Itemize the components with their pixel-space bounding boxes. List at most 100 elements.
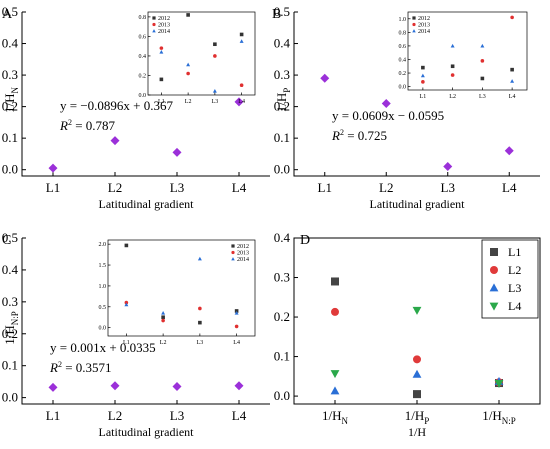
y-tick-label: 0.0: [2, 162, 18, 177]
inset-legend-label: 2013: [237, 251, 249, 257]
inset-x-tick-label: L1: [123, 340, 130, 346]
inset-data-point: [239, 32, 244, 37]
inset-x-tick-label: L1: [158, 99, 165, 105]
inset-legend-label: 2013: [418, 23, 430, 29]
y-tick-label: 0.2: [274, 99, 290, 114]
inset-x-tick-label: L2: [185, 99, 192, 105]
inset-legend-marker: [152, 16, 156, 20]
y-tick-label: 0.4: [2, 262, 19, 277]
data-point: [381, 98, 391, 108]
data-point: [331, 307, 339, 316]
inset-data-point: [198, 320, 202, 325]
legend-label: L3: [508, 281, 521, 295]
inset-data-point: [186, 62, 191, 67]
y-tick-label: 0.3: [2, 294, 18, 309]
inset-data-point: [159, 77, 164, 82]
x-tick-label: L4: [232, 408, 247, 423]
x-tick-label: L4: [232, 180, 247, 195]
legend-marker: [490, 248, 498, 256]
data-point: [413, 355, 421, 364]
inset-data-point: [213, 42, 217, 47]
data-point: [110, 136, 120, 146]
y-axis-label: 1/HN:P: [2, 311, 20, 345]
inset-legend-label: 2012: [418, 16, 430, 22]
inset-data-point: [480, 76, 485, 81]
panel-c: C 0.0 0.1 0.2 0.3 0.4 0.5 L1 L2 L3 L4 Latitudinal g…: [2, 230, 270, 439]
x-tick-label: L2: [379, 180, 393, 195]
inset-x-tick-label: L3: [479, 94, 486, 100]
data-point: [412, 306, 422, 315]
y-axis-label: 1/HP: [274, 88, 292, 113]
inset-data-point: [450, 73, 455, 77]
x-axis-label: Latitudinal gradient: [370, 197, 466, 211]
y-tick-label: 0.5: [2, 4, 18, 19]
y-tick-label: 0.4: [274, 36, 291, 51]
x-tick-label: 1/HP: [405, 408, 430, 426]
inset-data-point: [124, 243, 129, 248]
y-tick-label: 0.3: [274, 270, 290, 285]
inset-legend-marker: [152, 22, 156, 27]
inset-data-point: [161, 310, 166, 315]
x-axis-label: 1/H: [408, 425, 426, 439]
y-tick-label: 0.4: [274, 230, 291, 245]
y-tick-label: 0.4: [2, 36, 19, 51]
data-point: [330, 370, 340, 379]
x-axis-label: Latitudinal gradient: [99, 197, 195, 211]
inset-legend-label: 2013: [158, 23, 170, 29]
inset-data-point: [213, 54, 217, 58]
inset-data-point: [124, 300, 129, 305]
r-squared: R2 = 0.725: [331, 128, 387, 143]
x-tick-label: L1: [46, 408, 60, 423]
y-tick-label: 0.2: [2, 99, 18, 114]
axes-lines: [21, 238, 270, 405]
inset-y-tick-label: 0.8: [139, 15, 147, 21]
y-tick-label: 0.1: [274, 130, 290, 145]
inset-y-tick-label: 0.4: [399, 57, 407, 63]
data-point: [494, 380, 504, 389]
data-point: [172, 147, 182, 157]
y-tick-label: 0.5: [2, 230, 18, 245]
inset-y-tick-label: 0.4: [139, 54, 147, 60]
inset-legend-marker: [231, 257, 235, 261]
inset-y-tick-label: 0.0: [139, 93, 147, 99]
inset-y-tick-label: 0.2: [399, 71, 407, 77]
inset-legend-marker: [412, 29, 416, 33]
x-tick-label: L3: [170, 180, 184, 195]
legend: L1 L2 L3 L4: [481, 239, 539, 319]
inset-x-tick-label: L2: [449, 94, 456, 100]
inset-legend-marker: [152, 29, 156, 33]
inset-data-point: [421, 65, 425, 70]
inset-data-point: [450, 64, 455, 69]
inset-x-tick-label: L3: [212, 99, 219, 105]
y-tick-label: 0.0: [2, 390, 18, 405]
panel-b: B 0.0 0.1 0.2 0.3 0.4 0.5 L1 L2 L3 L4 Latitudinal g…: [272, 4, 540, 211]
inset-legend-label: 2014: [418, 29, 430, 35]
inset-data-point: [186, 71, 190, 76]
y-tick-label: 0.5: [274, 4, 290, 19]
r-squared: R2 = 0.3571: [49, 360, 112, 375]
inset-legend-label: 2012: [237, 244, 249, 250]
inset-x-tick-label: L2: [160, 340, 167, 346]
inset-legend-marker: [412, 16, 416, 20]
x-tick-label: L3: [441, 180, 455, 195]
inset-y-tick-label: 0.0: [99, 326, 107, 332]
inset-data-point: [480, 43, 485, 48]
inset-x-tick-label: L3: [197, 340, 204, 346]
y-tick-label: 0.0: [274, 162, 290, 177]
legend-marker: [489, 302, 499, 311]
legend-marker: [490, 266, 498, 274]
inset-data-point: [197, 256, 202, 261]
inset-data-point: [161, 318, 165, 323]
legend-label: L4: [508, 299, 521, 313]
x-tick-label: L1: [318, 180, 332, 195]
x-axis-label: Latitudinal gradient: [99, 425, 195, 439]
y-tick-label: 0.1: [274, 349, 290, 364]
panel-letter: B: [272, 7, 281, 22]
inset-y-tick-label: 0.6: [139, 34, 147, 40]
inset-y-tick-label: 1.0: [399, 17, 407, 23]
y-tick-label: 0.0: [274, 388, 290, 403]
inset-data-point: [510, 15, 514, 20]
